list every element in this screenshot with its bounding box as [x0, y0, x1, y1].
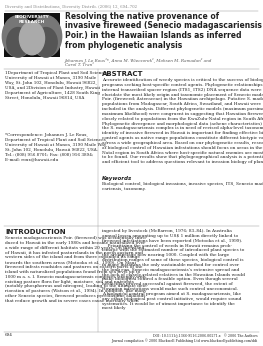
Text: Senecio madagascariensis Poir. (fireweed) was accidentally intro-
duced to Hawai: Senecio madagascariensis Poir. (fireweed…: [5, 236, 148, 303]
Text: INTRODUCTION: INTRODUCTION: [5, 229, 66, 235]
Text: 694: 694: [5, 333, 13, 337]
Text: Biological control, biological invasions, invasive species, ITS, Senecio madagas: Biological control, biological invasions…: [102, 182, 263, 191]
Circle shape: [19, 22, 44, 55]
Text: RESEARCH: RESEARCH: [19, 20, 45, 24]
Text: Resolving the native provenance of: Resolving the native provenance of: [65, 12, 219, 21]
Text: Keywords: Keywords: [102, 176, 132, 181]
Text: 1Department of Tropical Plant and Soil Sciences,
University of Hawaii at Manoa, : 1Department of Tropical Plant and Soil S…: [5, 71, 110, 100]
Text: Johannes J. Le Roux¹*, Anna M. Wieczorek¹, Mohsen M. Ramadan² and: Johannes J. Le Roux¹*, Anna M. Wieczorek…: [65, 58, 213, 63]
Text: *Correspondence: Johannes J. Le Roux,
Department of Tropical Plant and Soil Scie: *Correspondence: Johannes J. Le Roux, De…: [5, 133, 107, 162]
Circle shape: [7, 28, 29, 57]
Text: ingested by livestock (McBarron, 1976; 83–84). In Australia
annual losses amount: ingested by livestock (McBarron, 1976; 8…: [102, 229, 245, 310]
Text: Accurate identification of weedy species is critical to the success of biologica: Accurate identification of weedy species…: [102, 78, 263, 164]
Text: invasive fireweed (Senecio madagascariensis: invasive fireweed (Senecio madagascarien…: [65, 21, 262, 30]
Text: BIODIVERSITY: BIODIVERSITY: [15, 15, 49, 19]
Text: Poir.) in the Hawaiian Islands as inferred: Poir.) in the Hawaiian Islands as inferr…: [65, 31, 241, 40]
Text: Diversity and Distributions, Diversity Distrib. (2006) 12, 694–702: Diversity and Distributions, Diversity D…: [5, 5, 137, 9]
FancyBboxPatch shape: [4, 13, 60, 57]
Text: Carol T. Tran¹: Carol T. Tran¹: [65, 63, 94, 67]
Text: ABSTRACT: ABSTRACT: [102, 71, 144, 77]
Circle shape: [35, 28, 57, 57]
Circle shape: [30, 16, 62, 57]
Text: DOI: 10.1111/j.1366-9516.2006.00271.x   © 2006 The Authors
Journal compilation ©: DOI: 10.1111/j.1366-9516.2006.00271.x © …: [112, 333, 258, 343]
Text: from phylogenetic analysis: from phylogenetic analysis: [65, 40, 182, 49]
Circle shape: [2, 16, 34, 57]
